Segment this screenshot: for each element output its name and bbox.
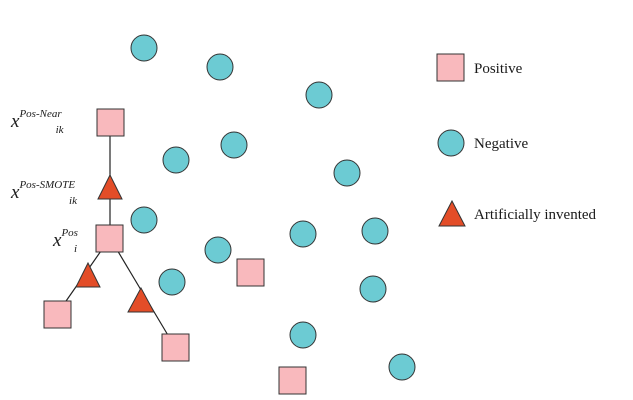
legend-positive-label: Positive — [474, 61, 523, 77]
negative-sample — [333, 159, 361, 187]
negative-sample — [206, 53, 234, 81]
negative-sample — [359, 275, 387, 303]
annotation-pos: xPos i — [52, 227, 78, 255]
annotation-near-sub: ik — [56, 124, 65, 136]
annotation-smote: xPos-SMOTE ik — [10, 179, 78, 207]
positive-sample — [278, 366, 307, 395]
annotation-near-sup: Pos-Near — [18, 108, 62, 120]
legend-positive-swatch — [436, 53, 465, 82]
positive-sample-near — [96, 108, 125, 137]
negative-sample — [289, 321, 317, 349]
positive-samples — [43, 108, 307, 395]
negative-sample — [158, 268, 186, 296]
legend-negative-label: Negative — [474, 136, 528, 152]
invented-sample-smote — [97, 173, 123, 200]
legend-negative-swatch — [437, 129, 465, 157]
negative-sample — [220, 131, 248, 159]
invented-samples — [75, 173, 155, 313]
legend: Positive Negative Artificially invented — [436, 53, 597, 227]
negative-sample — [130, 206, 158, 234]
negative-samples — [130, 34, 416, 381]
invented-sample — [75, 261, 101, 288]
negative-sample — [305, 81, 333, 109]
annotation-pos-sup: Pos — [60, 227, 78, 239]
negative-sample — [388, 353, 416, 381]
annotation-near: xPos-Near ik — [10, 108, 65, 136]
positive-sample-i — [95, 224, 124, 253]
annotation-smote-sup: Pos-SMOTE — [18, 179, 75, 191]
positive-sample — [161, 333, 190, 362]
positive-sample — [236, 258, 265, 287]
negative-sample — [361, 217, 389, 245]
negative-sample — [162, 146, 190, 174]
negative-sample — [204, 236, 232, 264]
legend-invented-swatch — [438, 199, 466, 227]
legend-invented-label: Artificially invented — [474, 207, 597, 223]
invented-sample — [127, 286, 155, 313]
annotation-near-base: x — [10, 111, 20, 132]
annotation-smote-sub: ik — [69, 195, 78, 207]
annotation-smote-base: x — [10, 182, 20, 203]
annotation-pos-base: x — [52, 230, 62, 251]
annotation-pos-sub: i — [74, 243, 77, 255]
negative-sample — [289, 220, 317, 248]
negative-sample — [130, 34, 158, 62]
positive-sample — [43, 300, 72, 329]
